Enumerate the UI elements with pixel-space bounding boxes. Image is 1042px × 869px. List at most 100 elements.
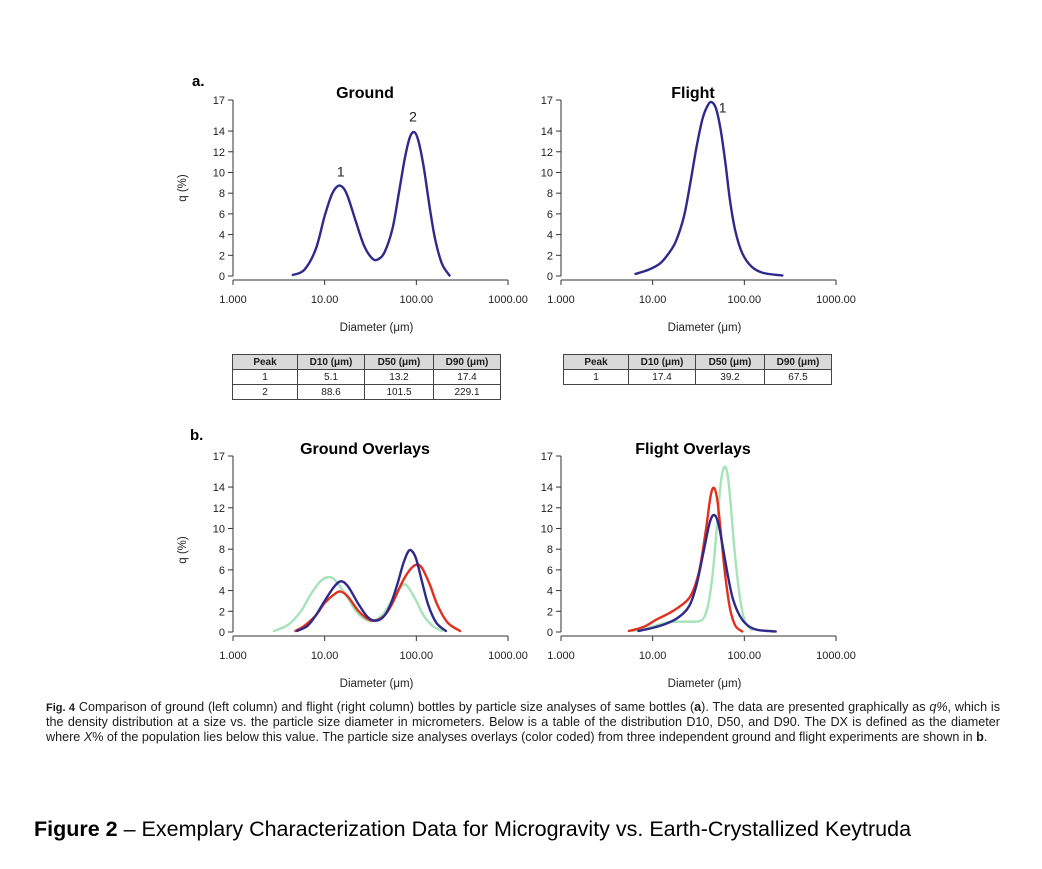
series-line [295, 548, 448, 633]
y-tick-label: 6 [219, 565, 225, 577]
column-header-d50: D50 (μm) [695, 354, 765, 370]
x-axis-label: Diameter (μm) [668, 322, 742, 334]
caption-text: . [983, 729, 988, 744]
y-tick-label: 6 [547, 565, 553, 577]
y-tick-label: 12 [541, 147, 553, 159]
column-header-d90: D90 (μm) [433, 354, 501, 370]
column-header-d10: D10 (μm) [297, 354, 365, 370]
series-line [627, 486, 744, 633]
caption-label: Fig. 4 [46, 702, 76, 714]
x-tick-label: 1.000 [547, 294, 575, 306]
caption-text: Comparison of ground (left column) and f… [75, 700, 695, 714]
caption-text: , which is the density distribution at a… [46, 700, 1000, 744]
x-tick-label: 10.00 [639, 650, 667, 662]
caption-italic: q% [929, 700, 948, 714]
table-header-row: Peak D10 (μm) D50 (μm) D90 (μm) [563, 354, 832, 370]
column-header-peak: Peak [232, 354, 298, 370]
y-tick-label: 10 [541, 167, 553, 179]
cell-d50: 13.2 [364, 369, 434, 385]
y-tick-label: 12 [541, 503, 553, 515]
cell-d10: 17.4 [628, 369, 696, 385]
y-tick-label: 17 [213, 95, 225, 107]
y-tick-label: 8 [219, 188, 225, 200]
y-tick-label: 12 [213, 147, 225, 159]
chart-title: Flight [671, 85, 715, 102]
figure-number: Figure 2 [34, 817, 118, 841]
y-tick-label: 4 [547, 586, 553, 598]
figure-caption: Fig. 4 Comparison of ground (left column… [46, 700, 1000, 744]
column-header-d90: D90 (μm) [764, 354, 832, 370]
y-tick-label: 2 [219, 606, 225, 618]
table-header-row: Peak D10 (μm) D50 (μm) D90 (μm) [232, 354, 501, 370]
cell-d50: 101.5 [364, 384, 434, 400]
caption-text: ). The data are presented graphically as [701, 700, 930, 714]
flight-distribution-table: Peak D10 (μm) D50 (μm) D90 (μm) 1 17.4 3… [563, 354, 832, 385]
y-tick-label: 6 [219, 209, 225, 221]
cell-d50: 39.2 [695, 369, 765, 385]
x-tick-label: 10.00 [639, 294, 667, 306]
y-tick-label: 10 [213, 167, 225, 179]
series-line [637, 513, 777, 633]
ground-distribution-table: Peak D10 (μm) D50 (μm) D90 (μm) 1 5.1 13… [232, 354, 501, 400]
caption-italic: X [83, 729, 93, 744]
x-tick-label: 1.000 [219, 650, 247, 662]
cell-d90: 17.4 [433, 369, 501, 385]
x-axis-label: Diameter (μm) [340, 322, 414, 334]
peak-annotation: 2 [409, 109, 417, 125]
y-tick-label: 17 [541, 451, 553, 463]
column-header-peak: Peak [563, 354, 629, 370]
y-tick-label: 14 [213, 126, 225, 138]
x-tick-label: 100.00 [400, 294, 434, 306]
x-tick-label: 100.00 [728, 294, 762, 306]
x-tick-label: 10.00 [311, 294, 339, 306]
y-tick-label: 0 [547, 627, 553, 639]
y-axis-label: q (%) [177, 174, 189, 202]
peak-annotation: 1 [337, 164, 345, 180]
flight-chart: Flight 0 2 4 6 8 10 12 14 17 1.000 10.00 100.00 1000.… [541, 85, 856, 334]
y-tick-label: 0 [547, 271, 553, 283]
y-tick-label: 14 [213, 482, 225, 494]
y-tick-label: 14 [541, 482, 553, 494]
y-tick-label: 8 [219, 544, 225, 556]
figure-title-text: – Exemplary Characterization Data for Mi… [117, 817, 912, 841]
chart-title: Ground Overlays [300, 441, 430, 458]
x-tick-label: 1000.00 [816, 294, 856, 306]
caption-panel-ref: a [694, 700, 702, 714]
flight-overlays-chart: Flight Overlays 0 2 4 6 8 10 12 14 17 1.000 10.00 10… [541, 441, 856, 690]
y-tick-label: 4 [547, 230, 553, 242]
y-tick-label: 14 [541, 126, 553, 138]
ground-overlays-chart: Ground Overlays 0 2 4 6 8 10 12 14 17 1.000 10.00 10… [177, 441, 528, 690]
y-tick-label: 0 [219, 271, 225, 283]
table-row: 1 5.1 13.2 17.4 [232, 369, 501, 385]
cell-d90: 67.5 [764, 369, 832, 385]
y-tick-label: 10 [213, 523, 225, 535]
cell-peak: 2 [232, 384, 298, 400]
chart-title: Flight Overlays [635, 441, 751, 458]
cell-d90: 229.1 [433, 384, 501, 400]
y-tick-label: 2 [547, 250, 553, 262]
caption-panel-ref: b [976, 729, 984, 744]
x-tick-label: 1000.00 [488, 294, 528, 306]
figure-title: Figure 2 – Exemplary Characterization Da… [34, 817, 1034, 842]
x-tick-label: 1.000 [219, 294, 247, 306]
y-tick-label: 8 [547, 544, 553, 556]
x-tick-label: 1.000 [547, 650, 575, 662]
series-line [291, 130, 451, 277]
column-header-d50: D50 (μm) [364, 354, 434, 370]
panel-b-label: b. [190, 427, 203, 444]
cell-d10: 5.1 [297, 369, 365, 385]
y-tick-label: 12 [213, 503, 225, 515]
y-axis-label: q (%) [177, 536, 189, 564]
x-axis-label: Diameter (μm) [340, 678, 414, 690]
table-row: 2 88.6 101.5 229.1 [232, 384, 501, 400]
panel-a-label: a. [192, 73, 205, 90]
y-tick-label: 6 [547, 209, 553, 221]
column-header-d10: D10 (μm) [628, 354, 696, 370]
y-tick-label: 8 [547, 188, 553, 200]
x-tick-label: 10.00 [311, 650, 339, 662]
y-tick-label: 4 [219, 230, 225, 242]
x-tick-label: 1000.00 [816, 650, 856, 662]
series-line [634, 100, 784, 277]
y-tick-label: 17 [541, 95, 553, 107]
